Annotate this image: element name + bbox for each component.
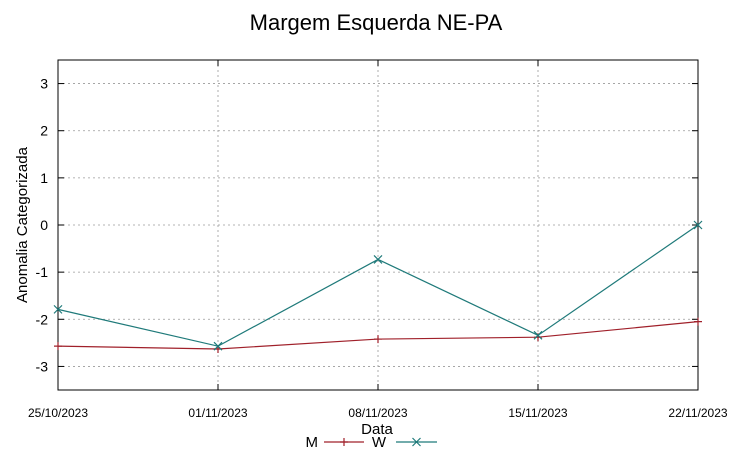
y-tick-label: 0 xyxy=(40,217,48,233)
data-point xyxy=(53,304,63,314)
x-tick-label: 08/11/2023 xyxy=(348,406,407,420)
data-point xyxy=(374,335,382,344)
y-axis-ticks: 3 2 1 0 -1 -2 -3 xyxy=(36,76,698,374)
y-tick-label: -3 xyxy=(36,358,49,374)
x-tick-label: 01/11/2023 xyxy=(188,406,247,420)
y-tick-label: 2 xyxy=(40,123,48,139)
data-point xyxy=(54,342,62,351)
y-tick-label: -2 xyxy=(36,311,49,327)
data-point xyxy=(694,317,702,326)
legend-label-M: M xyxy=(306,434,319,451)
x-tick-label: 22/11/2023 xyxy=(668,406,727,420)
series-lines xyxy=(53,220,703,353)
data-point xyxy=(693,220,703,230)
x-axis-label: Data xyxy=(361,421,393,438)
chart-title: Margem Esquerda NE-PA xyxy=(250,10,503,35)
x-axis-ticks: 25/10/2023 01/11/2023 08/11/2023 15/11/2023… xyxy=(28,60,728,420)
data-point xyxy=(373,254,383,264)
data-point xyxy=(412,437,421,447)
data-point xyxy=(340,438,348,446)
y-tick-label: -1 xyxy=(36,264,49,280)
y-tick-label: 1 xyxy=(40,170,48,186)
x-tick-label: 15/11/2023 xyxy=(508,406,567,420)
data-point xyxy=(213,341,223,351)
data-point xyxy=(533,330,543,340)
legend-label-W: W xyxy=(372,434,387,451)
y-axis-label: Anomalia Categorizada xyxy=(14,146,31,303)
y-tick-label: 3 xyxy=(40,76,48,92)
x-tick-label: 25/10/2023 xyxy=(28,406,88,420)
